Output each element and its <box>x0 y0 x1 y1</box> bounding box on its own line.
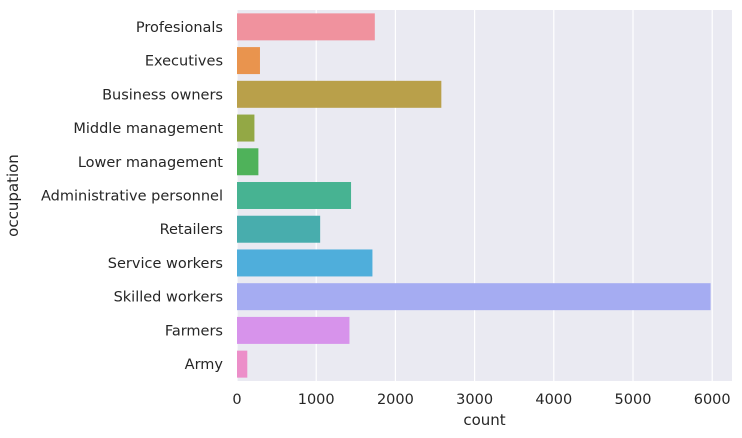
y-tick-label: Middle management <box>73 121 223 137</box>
x-tick-label: 3000 <box>456 392 493 408</box>
y-tick-labels: Profesionals Executives Business owners Mid… <box>41 20 223 373</box>
y-tick-label: Lower management <box>78 155 223 171</box>
y-tick-label: Administrative personnel <box>41 189 223 205</box>
x-tick-label: 2000 <box>377 392 414 408</box>
y-tick-label: Profesionals <box>136 20 223 36</box>
y-tick-label: Executives <box>145 54 223 70</box>
x-tick-label: 4000 <box>535 392 572 408</box>
x-tick-label: 6000 <box>694 392 731 408</box>
bar-administrative-personnel <box>237 182 352 209</box>
bar-skilled-workers <box>237 283 711 311</box>
y-tick-label: Farmers <box>165 323 223 339</box>
bar-farmers <box>237 316 350 344</box>
bar-service-workers <box>237 249 373 277</box>
bar-retailers <box>237 215 321 243</box>
y-tick-label: Business owners <box>102 87 223 103</box>
bar-profesionals <box>237 13 375 41</box>
y-tick-label: Service workers <box>108 256 223 272</box>
y-tick-label: Army <box>185 357 224 373</box>
y-axis-title: occupation <box>4 154 22 237</box>
x-tick-labels: 0 1000 2000 3000 4000 5000 6000 <box>232 392 730 408</box>
y-tick-label: Skilled workers <box>114 290 223 306</box>
bar-middle-management <box>237 114 255 142</box>
x-tick-label: 1000 <box>298 392 335 408</box>
x-tick-label: 5000 <box>615 392 652 408</box>
bar-business-owners <box>237 80 442 108</box>
bars <box>237 13 711 378</box>
bar-army <box>237 350 248 378</box>
y-tick-label: Retailers <box>160 222 223 238</box>
bar-executives <box>237 47 260 75</box>
x-tick-label: 0 <box>232 392 241 408</box>
bar-lower-management <box>237 148 259 176</box>
x-axis-title: count <box>463 411 505 429</box>
